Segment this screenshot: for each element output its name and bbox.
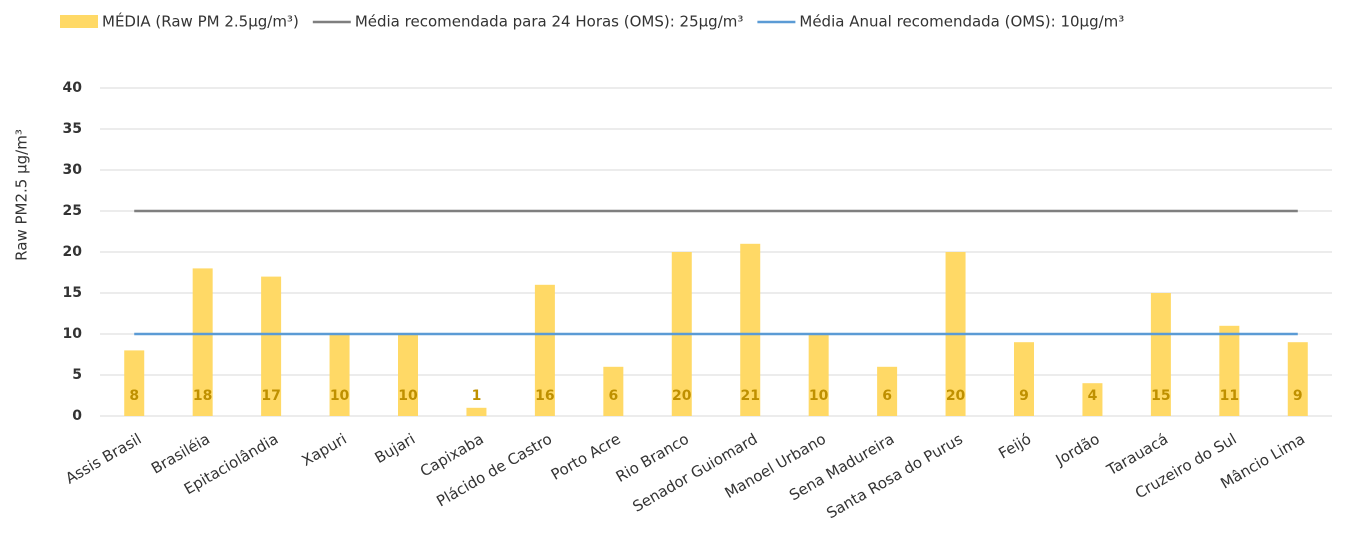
bar	[1014, 342, 1034, 416]
data-label: 6	[882, 388, 892, 404]
y-tick-label: 30	[63, 162, 83, 178]
x-tick-label: Bujari	[372, 430, 419, 467]
data-label: 9	[1019, 388, 1029, 404]
bar	[808, 334, 829, 416]
x-tick-label: Senador Guiomard	[630, 430, 761, 516]
y-tick-label: 40	[63, 80, 83, 96]
bar	[534, 284, 555, 416]
data-label: 10	[809, 388, 829, 404]
data-label: 6	[608, 388, 618, 404]
bar	[192, 268, 213, 416]
x-tick-label: Plácido de Castro	[433, 430, 555, 511]
bar	[124, 350, 145, 416]
bar	[261, 276, 282, 416]
bar	[466, 407, 487, 416]
bar	[1082, 383, 1103, 416]
legend-label: Média recomendada para 24 Horas (OMS): 2…	[355, 13, 744, 31]
data-label: 8	[129, 388, 139, 404]
y-tick-label: 5	[72, 367, 82, 383]
data-label: 21	[740, 388, 759, 404]
legend-label: MÉDIA (Raw PM 2.5µg/m³)	[102, 12, 299, 31]
y-tick-label: 25	[63, 203, 82, 219]
data-label: 15	[1151, 388, 1170, 404]
data-label: 11	[1220, 388, 1239, 404]
data-label: 17	[261, 388, 280, 404]
data-label: 10	[398, 388, 418, 404]
bar	[877, 366, 898, 416]
bar	[603, 366, 624, 416]
legend-swatch	[60, 15, 98, 28]
y-tick-label: 35	[63, 121, 82, 137]
data-label: 10	[330, 388, 350, 404]
x-tick-label: Xapuri	[299, 430, 350, 470]
data-label: 9	[1293, 388, 1303, 404]
data-label: 4	[1088, 388, 1098, 404]
y-tick-label: 0	[72, 408, 82, 424]
x-tick-label: Porto Acre	[548, 430, 624, 484]
bar	[740, 243, 761, 416]
x-tick-label: Feijó	[995, 430, 1034, 463]
x-tick-label: Jordão	[1052, 430, 1103, 470]
data-label: 20	[672, 388, 692, 404]
bar	[1150, 293, 1171, 416]
y-axis-label: Raw PM2.5 µg/m³	[13, 129, 31, 261]
y-tick-label: 15	[63, 285, 82, 301]
bar	[398, 334, 418, 416]
data-label: 20	[946, 388, 966, 404]
legend-label: Média Anual recomendada (OMS): 10µg/m³	[799, 13, 1124, 31]
data-label: 18	[193, 388, 212, 404]
bar	[1287, 342, 1308, 416]
data-label: 1	[472, 388, 482, 404]
bar	[1219, 325, 1240, 416]
y-tick-label: 10	[63, 326, 83, 342]
x-tick-label: Assis Brasil	[62, 430, 144, 488]
y-tick-label: 20	[63, 244, 83, 260]
bar	[329, 334, 350, 416]
data-label: 16	[535, 388, 554, 404]
